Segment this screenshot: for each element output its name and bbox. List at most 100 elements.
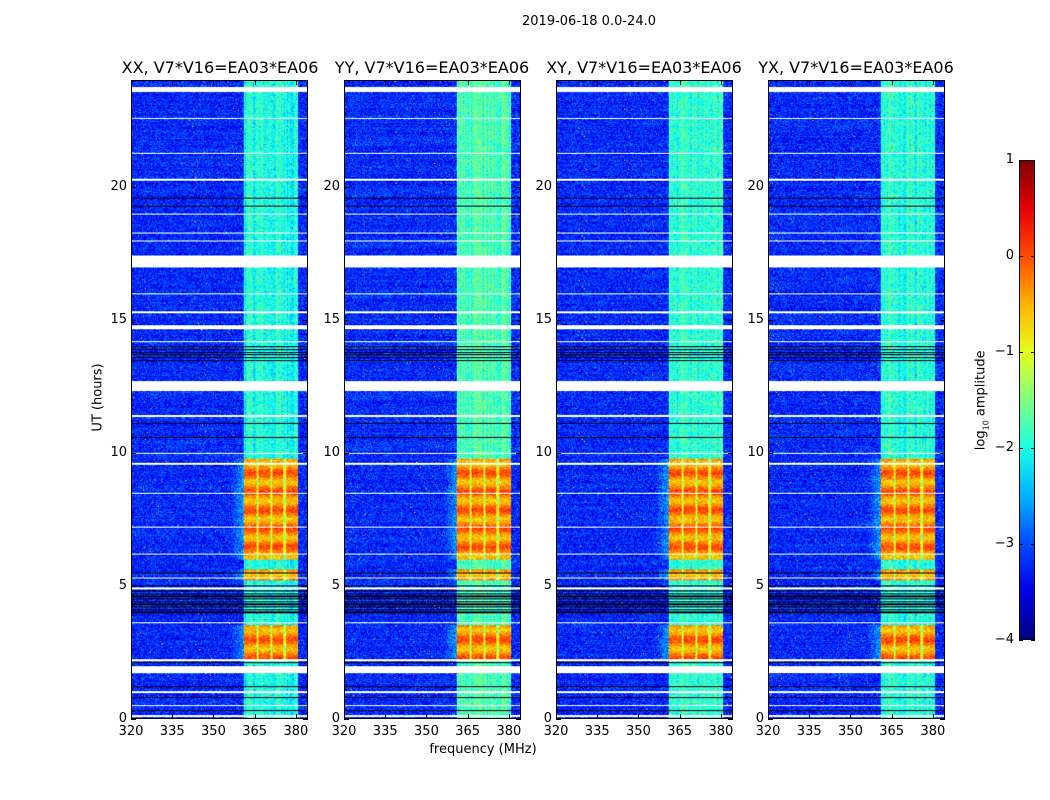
x-tick-mark [508,80,510,85]
y-tick-label: 0 [331,711,340,726]
y-tick-label: 0 [543,711,552,726]
colorbar-tick-mark [1019,640,1023,641]
y-tick-mark [768,719,773,720]
colorbar-tick-label: −4 [994,632,1014,647]
y-tick-mark [556,319,561,321]
y-tick-mark [556,452,561,454]
x-tick-mark [172,714,174,719]
heatmap-xx [132,81,307,718]
x-tick-label: 350 [201,724,226,739]
x-tick-mark [597,714,599,719]
y-tick-mark [344,452,349,454]
y-tick-mark [728,585,733,587]
y-tick-mark [556,719,561,720]
colorbar-tick-mark [1031,352,1035,353]
y-tick-label: 15 [535,311,552,327]
y-tick-mark [516,319,521,321]
y-tick-mark [344,585,349,587]
x-tick-label: 380 [920,724,946,739]
y-tick-mark [516,452,521,454]
x-tick-label: 350 [414,724,439,739]
y-tick-mark [303,585,308,587]
x-tick-mark [467,714,469,719]
y-tick-mark [940,719,945,720]
x-tick-mark [720,714,722,719]
y-tick-label: 5 [755,577,764,593]
colorbar-tick-mark [1031,640,1035,641]
y-tick-mark [131,585,136,587]
x-tick-mark [556,80,557,85]
x-tick-mark [597,80,599,85]
colorbar-tick-mark [1019,544,1023,545]
y-tick-mark [940,585,945,587]
y-tick-mark [131,452,136,454]
x-tick-mark [295,80,297,85]
y-tick-label: 15 [110,311,127,327]
heatmap-xy [557,81,732,718]
colorbar-tick-mark [1019,160,1023,161]
y-tick-mark [728,186,733,188]
heatmap-yx [769,81,944,718]
figure-title: 2019-06-18 0.0-24.0 [522,14,656,29]
x-tick-label: 380 [496,724,522,739]
y-tick-label: 20 [535,178,552,194]
x-tick-mark [131,714,132,719]
y-tick-mark [768,186,773,188]
y-tick-mark [303,452,308,454]
y-tick-label: 5 [331,577,340,593]
x-tick-mark [295,714,297,719]
colorbar-tick-label: 1 [1005,152,1014,167]
colorbar-tick-label: 0 [1005,248,1014,263]
colorbar-tick-label: −3 [994,536,1014,551]
x-tick-mark [768,80,769,85]
y-tick-label: 10 [535,444,552,460]
x-tick-mark [809,714,811,719]
heatmap-panel-yy [344,80,521,719]
x-tick-mark [385,80,387,85]
y-tick-mark [131,319,136,321]
x-tick-label: 320 [543,724,569,739]
y-tick-label: 5 [118,577,127,593]
y-tick-mark [728,319,733,321]
y-axis-label: UT (hours) [90,363,106,432]
colorbar-tick-mark [1031,160,1035,161]
x-tick-label: 365 [667,724,693,739]
colorbar-tick-mark [1031,256,1035,257]
x-tick-mark [850,80,852,85]
y-tick-label: 20 [747,178,764,194]
y-tick-mark [131,719,136,720]
y-tick-label: 5 [543,577,552,593]
colorbar-label: log10 amplitude [973,350,991,451]
y-tick-mark [768,452,773,454]
heatmap-panel-xy [556,80,733,719]
y-tick-label: 15 [747,311,764,327]
x-tick-label: 335 [159,724,185,739]
y-tick-mark [516,719,521,720]
x-tick-mark [467,80,469,85]
heatmap-yy [345,81,520,718]
y-tick-label: 20 [110,178,127,194]
colorbar [1019,160,1035,640]
x-tick-label: 320 [331,724,357,739]
heatmap-panel-yx [768,80,945,719]
x-tick-mark [213,714,215,719]
colorbar-tick-mark [1019,352,1023,353]
colorbar-tick-mark [1019,448,1023,449]
x-tick-label: 380 [708,724,734,739]
y-tick-label: 0 [755,711,764,726]
x-tick-label: 320 [755,724,781,739]
y-tick-label: 10 [747,444,764,460]
x-tick-mark [254,80,256,85]
colorbar-tick-label: −1 [994,344,1014,359]
x-tick-label: 350 [626,724,651,739]
y-tick-mark [728,452,733,454]
y-tick-label: 10 [110,444,127,460]
x-tick-mark [679,714,681,719]
colorbar-tick-label: −2 [994,440,1014,455]
x-tick-label: 365 [455,724,481,739]
y-tick-mark [303,719,308,720]
y-tick-mark [344,319,349,321]
x-axis-label: frequency (MHz) [429,742,537,757]
x-tick-mark [213,80,215,85]
